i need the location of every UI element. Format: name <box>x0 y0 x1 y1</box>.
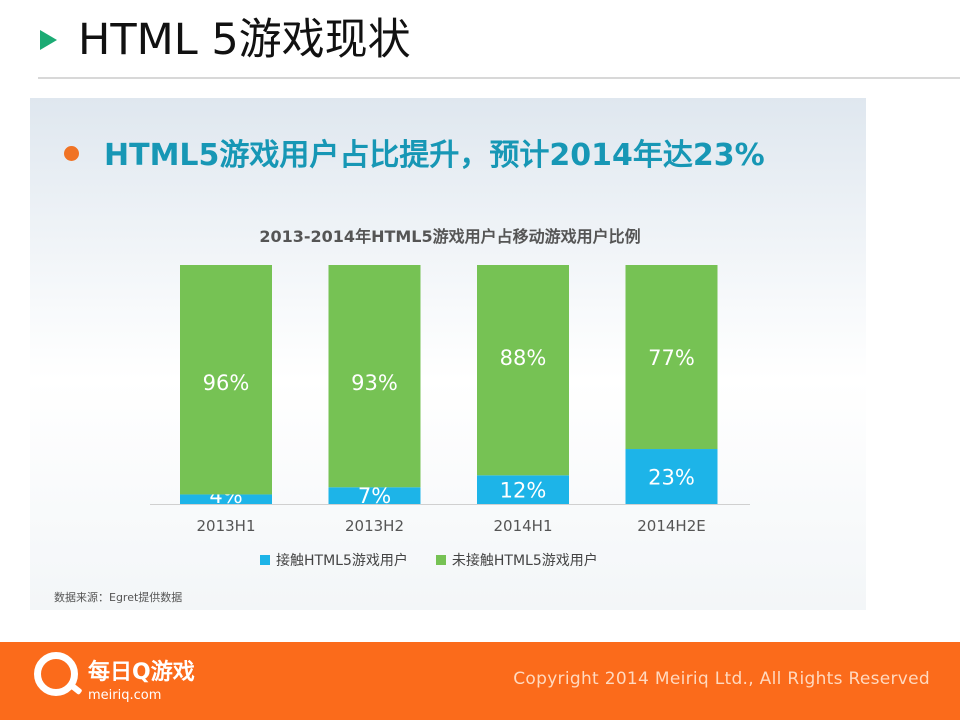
legend-swatch-blue <box>260 555 270 565</box>
data-label-2014H1-not-exposed: 88% <box>500 346 547 370</box>
title-bar: HTML 5游戏现状 <box>0 0 960 80</box>
content-panel <box>30 98 866 610</box>
bar-2013H1-not-exposed <box>180 265 272 495</box>
data-label-2014H2E-not-exposed: 77% <box>648 346 695 370</box>
stacked-bar-chart: 4%96%2013H17%93%2013H212%88%2014H123%77%… <box>150 265 750 535</box>
legend-item-exposed: 接触HTML5游戏用户 <box>260 550 408 570</box>
logo-q-icon <box>34 652 78 696</box>
bar-2013H1-exposed <box>180 494 272 504</box>
legend-label-exposed: 接触HTML5游戏用户 <box>276 553 408 569</box>
x-tick-label-2013H2: 2013H2 <box>345 517 404 535</box>
logo-url: meiriq.com <box>88 688 162 703</box>
headline: HTML5游戏用户占比提升，预计2014年达23% <box>104 138 765 173</box>
legend-label-not-exposed: 未接触HTML5游戏用户 <box>451 553 598 569</box>
data-label-2013H1-not-exposed: 96% <box>203 371 250 395</box>
data-label-2013H2-not-exposed: 93% <box>351 371 398 395</box>
logo-text: 每日Q游戏 <box>88 660 195 685</box>
bar-2013H2-not-exposed <box>328 265 421 488</box>
legend-swatch-green <box>435 555 446 565</box>
page-title: HTML 5游戏现状 <box>78 15 411 65</box>
play-arrow-icon <box>40 30 57 50</box>
x-tick-label-2014H2E: 2014H2E <box>637 517 705 535</box>
bar-2013H2-exposed <box>328 487 421 504</box>
bullet-dot-icon <box>64 146 79 161</box>
copyright-text: Copyright 2014 Meiriq Ltd., All Rights R… <box>513 669 930 689</box>
legend-item-not-exposed: 未接触HTML5游戏用户 <box>435 550 598 570</box>
source-note: 数据来源：Egret提供数据 <box>54 591 183 604</box>
data-label-2014H2E-exposed: 23% <box>648 466 695 490</box>
x-tick-label-2014H1: 2014H1 <box>494 517 553 535</box>
title-divider <box>38 77 960 79</box>
data-label-2013H2-exposed: 7% <box>358 484 391 508</box>
bar-2014H2E-exposed <box>625 449 718 504</box>
bar-2014H1-not-exposed <box>477 265 569 476</box>
chart-legend: 接触HTML5游戏用户 未接触HTML5游戏用户 <box>260 550 626 570</box>
data-label-2014H1-exposed: 12% <box>500 479 547 503</box>
bar-2014H1-exposed <box>477 475 569 504</box>
bar-2014H2E-not-exposed <box>625 265 718 450</box>
footer-bar <box>0 642 960 720</box>
x-tick-label-2013H1: 2013H1 <box>197 517 256 535</box>
chart-title: 2013-2014年HTML5游戏用户占移动游戏用户比例 <box>259 227 641 246</box>
